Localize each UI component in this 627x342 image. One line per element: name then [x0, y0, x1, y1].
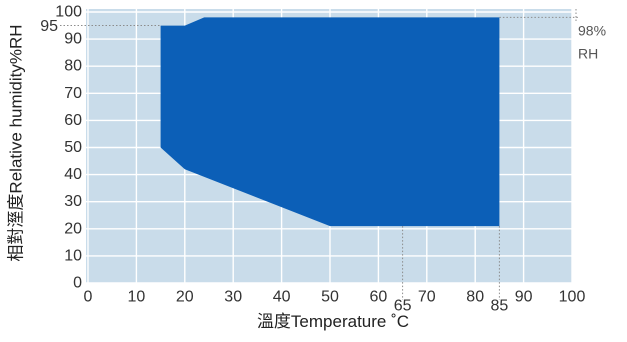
- reference-unit-label: RH: [578, 45, 598, 61]
- y-tick-label-30: 30: [64, 193, 82, 210]
- x-tick-label-70: 70: [418, 289, 436, 306]
- y-tick-label-100: 100: [55, 4, 82, 21]
- y-tick-label-70: 70: [64, 85, 82, 102]
- x-tick-label-0: 0: [84, 289, 93, 306]
- x-tick-label-80: 80: [466, 289, 484, 306]
- y-tick-label-90: 90: [64, 31, 82, 48]
- plot-area: [60, 9, 578, 300]
- y-tick-label-0: 0: [73, 275, 82, 292]
- reference-label-85: 85: [491, 298, 509, 315]
- x-tick-label-60: 60: [370, 289, 388, 306]
- x-axis-label: 溫度Temperature ˚C: [257, 312, 409, 331]
- x-tick-label-50: 50: [321, 289, 339, 306]
- y-tick-label-20: 20: [64, 220, 82, 237]
- y-tick-label-80: 80: [64, 58, 82, 75]
- operating-range-region: [160, 17, 500, 227]
- y-tick-label-10: 10: [64, 247, 82, 264]
- y-tick-label-50: 50: [64, 139, 82, 156]
- reference-label-98: 98%: [578, 22, 606, 38]
- y-tick-label-60: 60: [64, 112, 82, 129]
- x-tick-label-30: 30: [224, 289, 242, 306]
- x-tick-label-10: 10: [128, 289, 146, 306]
- reference-label-65: 65: [394, 298, 412, 315]
- y-axis-label: 相對溼度Relative humidity%RH: [7, 24, 26, 261]
- x-tick-label-100: 100: [559, 289, 586, 306]
- y-tick-label-40: 40: [64, 166, 82, 183]
- reference-label-95: 95: [40, 18, 58, 35]
- x-tick-label-90: 90: [515, 289, 533, 306]
- x-tick-label-20: 20: [176, 289, 194, 306]
- chart-labels: 95 98% RH 65 85 0 10 20 30 40 50 60 70 80 90 100 0 10 20 30…: [40, 4, 606, 315]
- x-tick-label-40: 40: [273, 289, 291, 306]
